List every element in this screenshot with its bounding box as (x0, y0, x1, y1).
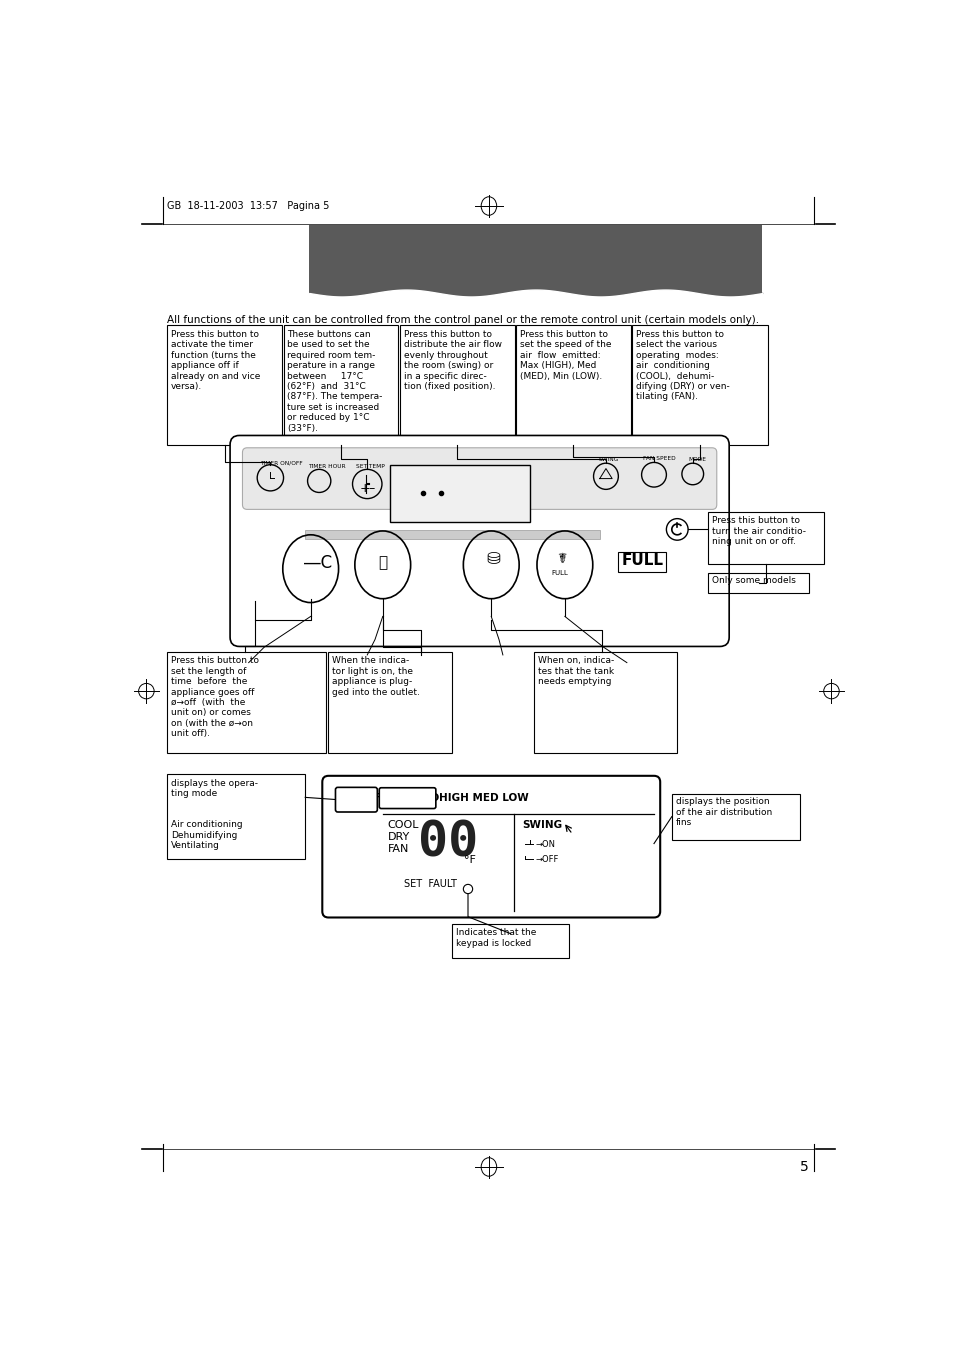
Text: Press this button to
activate the timer
function (turns the
appliance off if
alr: Press this button to activate the timer … (171, 330, 260, 390)
Bar (534, 651, 677, 754)
Text: Press this button to
set the length of
time  before  the
appliance goes off
ø→of: Press this button to set the length of t… (171, 657, 259, 738)
Text: Indicates that the
keypad is locked: Indicates that the keypad is locked (456, 928, 537, 947)
Text: TIMER ON/OFF: TIMER ON/OFF (259, 461, 302, 466)
Bar (309, 226, 761, 293)
Text: °F: °F (464, 855, 476, 865)
Text: ⛁: ⛁ (485, 549, 499, 567)
Bar (167, 326, 282, 444)
Text: COOL
DRY
FAN: COOL DRY FAN (387, 820, 418, 854)
Text: All functions of the unit can be controlled from the control panel or the remote: All functions of the unit can be control… (167, 315, 759, 324)
Text: FULL: FULL (551, 570, 568, 577)
Bar (283, 326, 397, 444)
FancyBboxPatch shape (230, 435, 728, 646)
Bar (707, 573, 808, 593)
Text: SWING: SWING (521, 820, 561, 831)
Bar (390, 465, 530, 523)
Text: 5: 5 (800, 1161, 808, 1174)
Text: →ON: →ON (535, 840, 555, 848)
Text: SET TEMP: SET TEMP (356, 463, 385, 469)
Text: GB  18-11-2003  13:57   Pagina 5: GB 18-11-2003 13:57 Pagina 5 (167, 201, 330, 211)
Text: MODE: MODE (687, 457, 705, 462)
Text: Only some models: Only some models (711, 577, 795, 585)
FancyBboxPatch shape (335, 788, 377, 812)
Text: HIGH MED LOW: HIGH MED LOW (438, 793, 528, 802)
Bar (167, 774, 305, 859)
Bar (399, 326, 514, 444)
Text: 00: 00 (417, 819, 477, 866)
Bar (305, 530, 599, 539)
Text: When the indica-
tor light is on, the
appliance is plug-
ged into the outlet.: When the indica- tor light is on, the ap… (332, 657, 419, 697)
Bar (671, 793, 799, 840)
Text: When on, indica-
tes that the tank
needs emptying: When on, indica- tes that the tank needs… (537, 657, 614, 686)
Text: FAN SPEED: FAN SPEED (375, 793, 439, 802)
Text: Press this button to
distribute the air flow
evenly throughout
the room (swing) : Press this button to distribute the air … (403, 330, 501, 390)
Text: SET  FAULT: SET FAULT (404, 880, 456, 889)
Text: FAN SPEED: FAN SPEED (642, 457, 675, 461)
Text: FULL: FULL (620, 554, 662, 569)
Text: TIMER HOUR: TIMER HOUR (308, 463, 346, 469)
Bar (452, 924, 568, 958)
Bar (167, 651, 326, 754)
Bar (328, 651, 452, 754)
Text: MODE: MODE (337, 794, 375, 804)
Bar (618, 551, 666, 571)
Text: ―C: ―C (303, 554, 332, 571)
FancyBboxPatch shape (242, 447, 716, 509)
Text: ⏻: ⏻ (377, 555, 387, 570)
Text: →OFF: →OFF (535, 855, 558, 865)
Text: ☤: ☤ (557, 551, 566, 566)
Text: Press this button to
select the various
operating  modes:
air  conditioning
(COO: Press this button to select the various … (636, 330, 729, 401)
Bar (632, 326, 767, 444)
Bar (707, 512, 823, 565)
FancyBboxPatch shape (322, 775, 659, 917)
Text: displays the opera-
ting mode


Air conditioning
Dehumidifying
Ventilating: displays the opera- ting mode Air condit… (171, 780, 258, 850)
Text: displays the position
of the air distribution
fins: displays the position of the air distrib… (675, 797, 771, 827)
FancyBboxPatch shape (379, 788, 436, 808)
Text: Press this button to
turn the air conditio-
ning unit on or off.: Press this button to turn the air condit… (711, 516, 805, 546)
Bar (516, 326, 630, 444)
Text: Press this button to
set the speed of the
air  flow  emitted:
Max (HIGH), Med
(M: Press this button to set the speed of th… (519, 330, 611, 381)
Text: These buttons can
be used to set the
required room tem-
perature in a range
betw: These buttons can be used to set the req… (287, 330, 382, 432)
Text: SWING: SWING (598, 457, 618, 462)
Text: –: – (368, 482, 374, 494)
Text: +: + (359, 482, 370, 494)
